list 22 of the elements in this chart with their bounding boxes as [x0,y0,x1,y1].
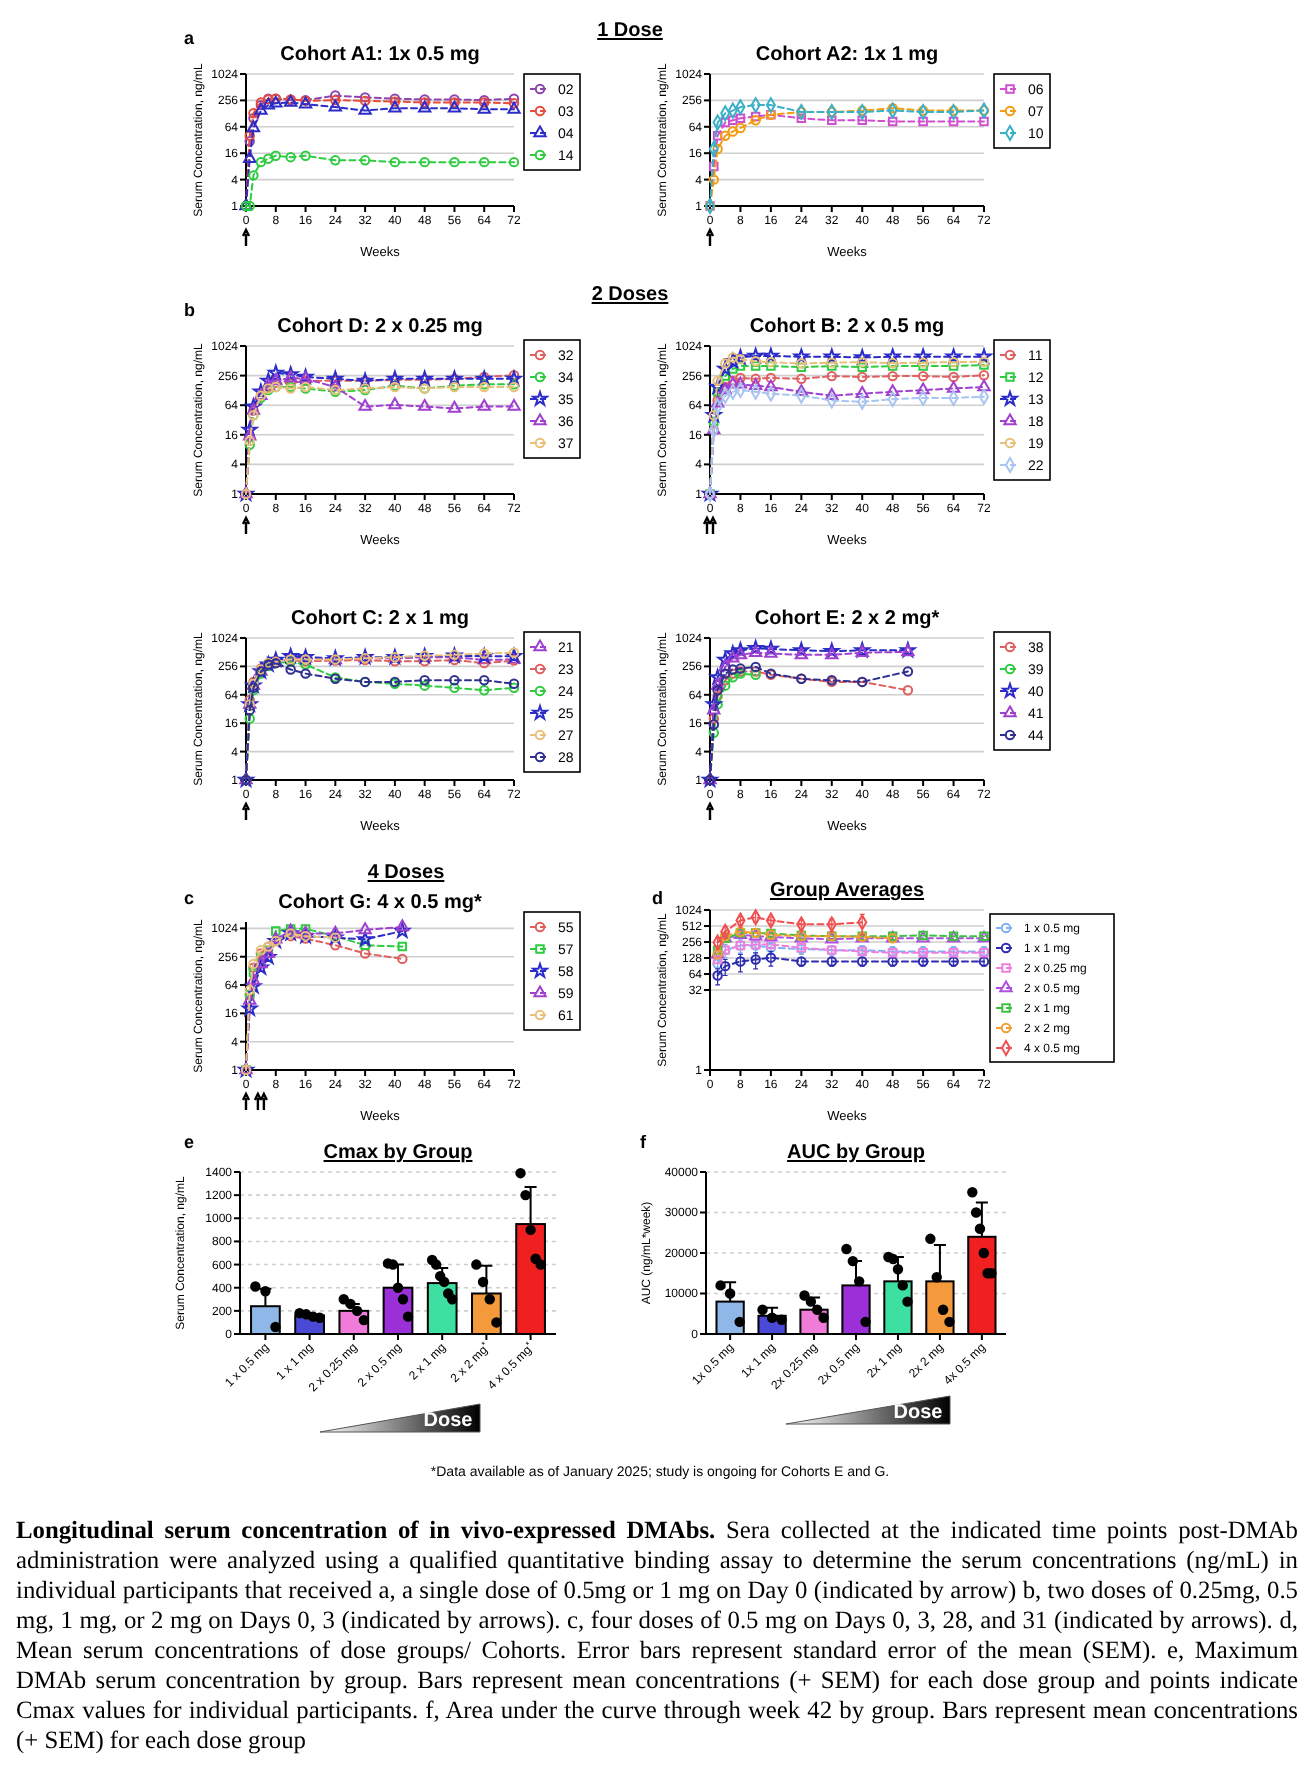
text: f [640,1132,648,1152]
text: a [184,28,196,48]
chart-title: Cohort B: 2 x 0.5 mg [749,316,945,338]
text: e [184,1132,195,1152]
text: d [652,888,663,908]
chart-title: Cohort E: 2 x 2 mg* [754,608,940,630]
chart-title: Cmax by Group [323,1142,473,1164]
text: Longitudinal serum concentration of in vivo-expressed DMAbs. [16,1516,716,1544]
chart-title: Cohort A1: 1x 0.5 mg [280,44,480,66]
text: 2 Doses [591,284,670,306]
text: 4 Doses [367,862,446,884]
text: c [184,888,195,908]
chart-title: Cohort G: 4 x 0.5 mg* [278,892,482,914]
text: b [184,300,196,320]
chart-title: Cohort A2: 1x 1 mg [755,44,939,66]
text: Dose [893,1402,944,1424]
chart-title: Group Averages [769,880,925,902]
chart-title: Cohort D: 2 x 0.25 mg [277,316,483,338]
chart-title: AUC by Group [787,1142,925,1164]
chart-title: Cohort C: 2 x 1 mg [291,608,469,630]
text: Dose [423,1410,474,1432]
text: 1 Dose [597,20,664,42]
